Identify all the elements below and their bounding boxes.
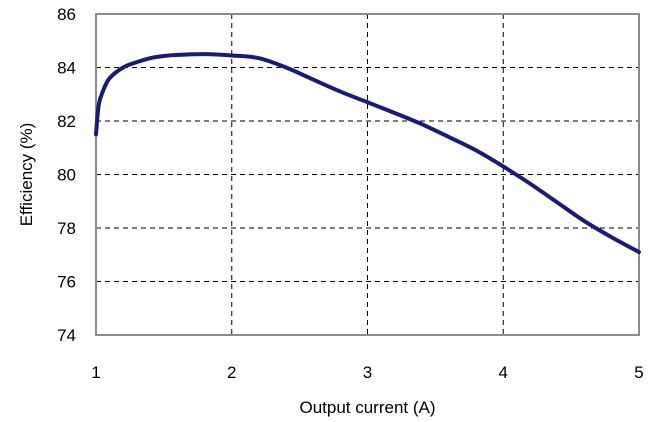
x-tick-label: 5	[634, 363, 643, 382]
x-axis-title: Output current (A)	[299, 398, 435, 417]
y-tick-label: 76	[57, 273, 76, 292]
y-tick-label: 78	[57, 219, 76, 238]
x-tick-label: 3	[363, 363, 372, 382]
y-tick-label: 84	[57, 59, 76, 78]
x-tick-label: 4	[499, 363, 508, 382]
y-tick-label: 82	[57, 112, 76, 131]
grid-lines	[96, 14, 639, 335]
plot-area-frame	[95, 13, 640, 336]
x-axis-ticks: 1 2 3 4 5	[91, 363, 643, 382]
x-tick-label: 2	[227, 363, 236, 382]
y-tick-label: 74	[57, 326, 76, 345]
y-axis-title: Efficiency (%)	[17, 123, 36, 227]
x-tick-label: 1	[91, 363, 100, 382]
efficiency-curve	[94, 52, 641, 255]
y-axis-ticks: 74 76 78 80 82 84 86	[57, 5, 76, 345]
y-tick-label: 80	[57, 166, 76, 185]
y-tick-label: 86	[57, 5, 76, 24]
